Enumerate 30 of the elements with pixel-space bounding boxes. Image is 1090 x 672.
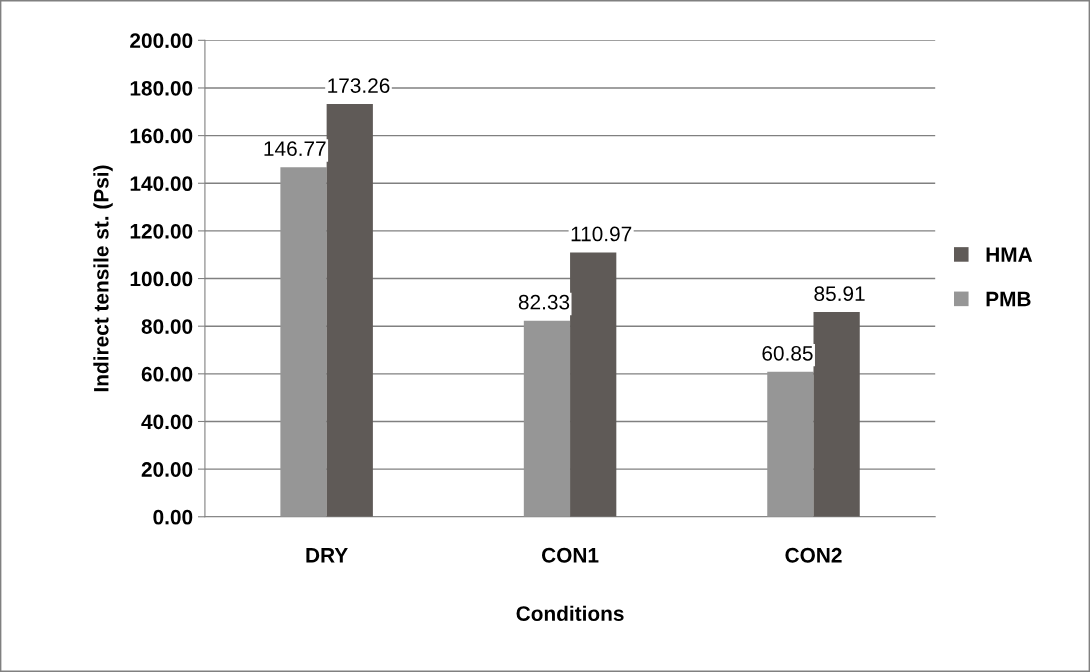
- data-label: 110.97: [571, 226, 632, 242]
- y-tick-label: 120.00: [130, 223, 193, 239]
- bar: [523, 320, 571, 517]
- y-tick-label: 100.00: [130, 271, 193, 287]
- legend-label: PMB: [986, 291, 1031, 307]
- bar: [326, 104, 373, 517]
- y-axis-title: Indirect tensile st. (Psi): [93, 165, 113, 392]
- y-tick-label: 40.00: [141, 414, 193, 430]
- y-tick-label: 60.00: [141, 366, 193, 382]
- bar: [767, 371, 814, 517]
- y-tick-label: 140.00: [130, 176, 193, 192]
- bar: [280, 167, 327, 517]
- data-label: 173.26: [328, 78, 390, 93]
- data-label: 60.85: [762, 345, 813, 361]
- legend-label: HMA: [986, 247, 1033, 262]
- data-label: 85.91: [814, 286, 865, 302]
- x-tick-label: CON2: [785, 547, 842, 563]
- data-label: 146.77: [264, 141, 326, 157]
- bar: [813, 312, 860, 517]
- y-tick-label: 20.00: [141, 462, 193, 477]
- x-tick-label: CON1: [541, 547, 599, 563]
- data-label: 82.33: [518, 294, 570, 310]
- y-tick-label: 80.00: [141, 319, 193, 334]
- y-tick-label: 160.00: [130, 128, 193, 144]
- y-tick-label: 180.00: [130, 80, 193, 96]
- bar: [570, 252, 617, 517]
- y-tick-label: 200.00: [130, 33, 193, 49]
- y-tick-label: 0.00: [153, 509, 193, 525]
- x-tick-label: DRY: [306, 548, 348, 563]
- x-axis-title: Conditions: [516, 605, 624, 621]
